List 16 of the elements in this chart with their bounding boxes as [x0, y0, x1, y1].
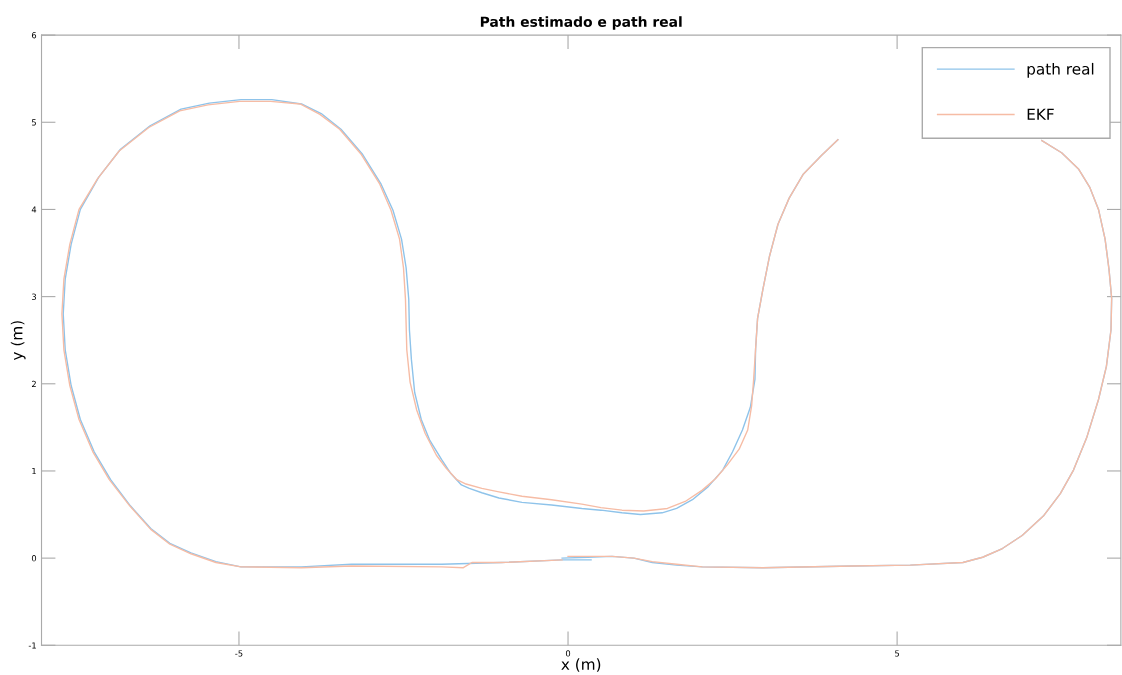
y-tick-label: 0 [31, 555, 37, 562]
legend-label: path real [1027, 62, 1094, 78]
y-axis-title: y (m) [10, 321, 26, 361]
y-tick-label: 2 [31, 380, 36, 387]
x-tick-label: 0 [565, 650, 571, 657]
y-tick-label: 5 [31, 119, 36, 126]
y-tick-label: -1 [28, 642, 36, 649]
y-tick-label: 3 [31, 293, 36, 300]
x-tick-label: 5 [895, 650, 900, 657]
y-tick-label: 6 [31, 32, 37, 39]
y-tick-label: 1 [32, 468, 36, 475]
legend-label: EKF [1027, 108, 1054, 120]
x-axis-title: x (m) [561, 658, 601, 672]
x-tick-label: -5 [235, 650, 243, 657]
y-tick-label: 4 [31, 206, 37, 213]
chart-title: Path estimado e path real [480, 16, 682, 30]
